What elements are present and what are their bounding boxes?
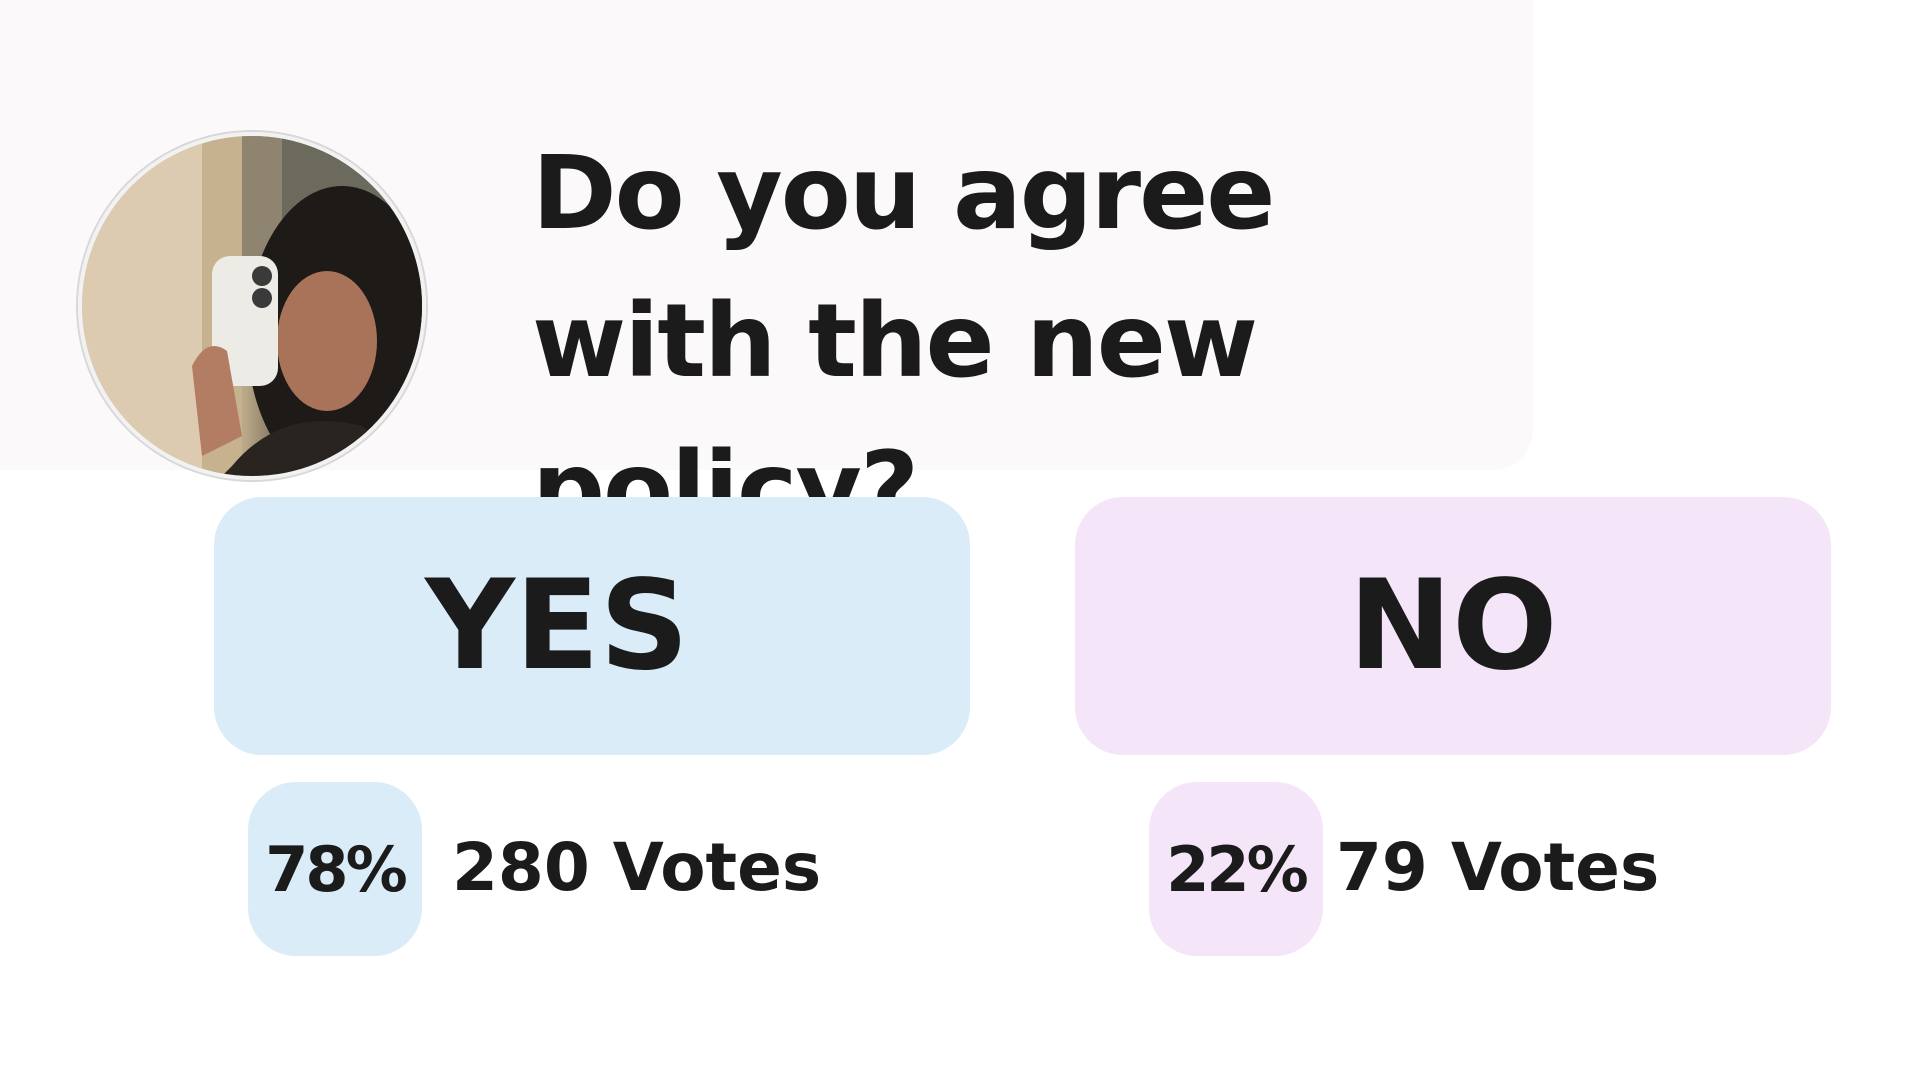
no-vote-count: 79 Votes bbox=[1336, 829, 1660, 906]
option-yes-label: YES bbox=[425, 554, 689, 698]
yes-percent-badge: 78% bbox=[248, 782, 422, 956]
option-yes-button[interactable]: YES bbox=[214, 497, 970, 755]
avatar bbox=[78, 132, 426, 480]
option-no-label: NO bbox=[1348, 554, 1558, 698]
no-percent-badge: 22% bbox=[1149, 782, 1323, 956]
profile-photo-icon bbox=[82, 136, 422, 476]
option-no-button[interactable]: NO bbox=[1075, 497, 1831, 755]
yes-vote-count: 280 Votes bbox=[452, 829, 822, 906]
